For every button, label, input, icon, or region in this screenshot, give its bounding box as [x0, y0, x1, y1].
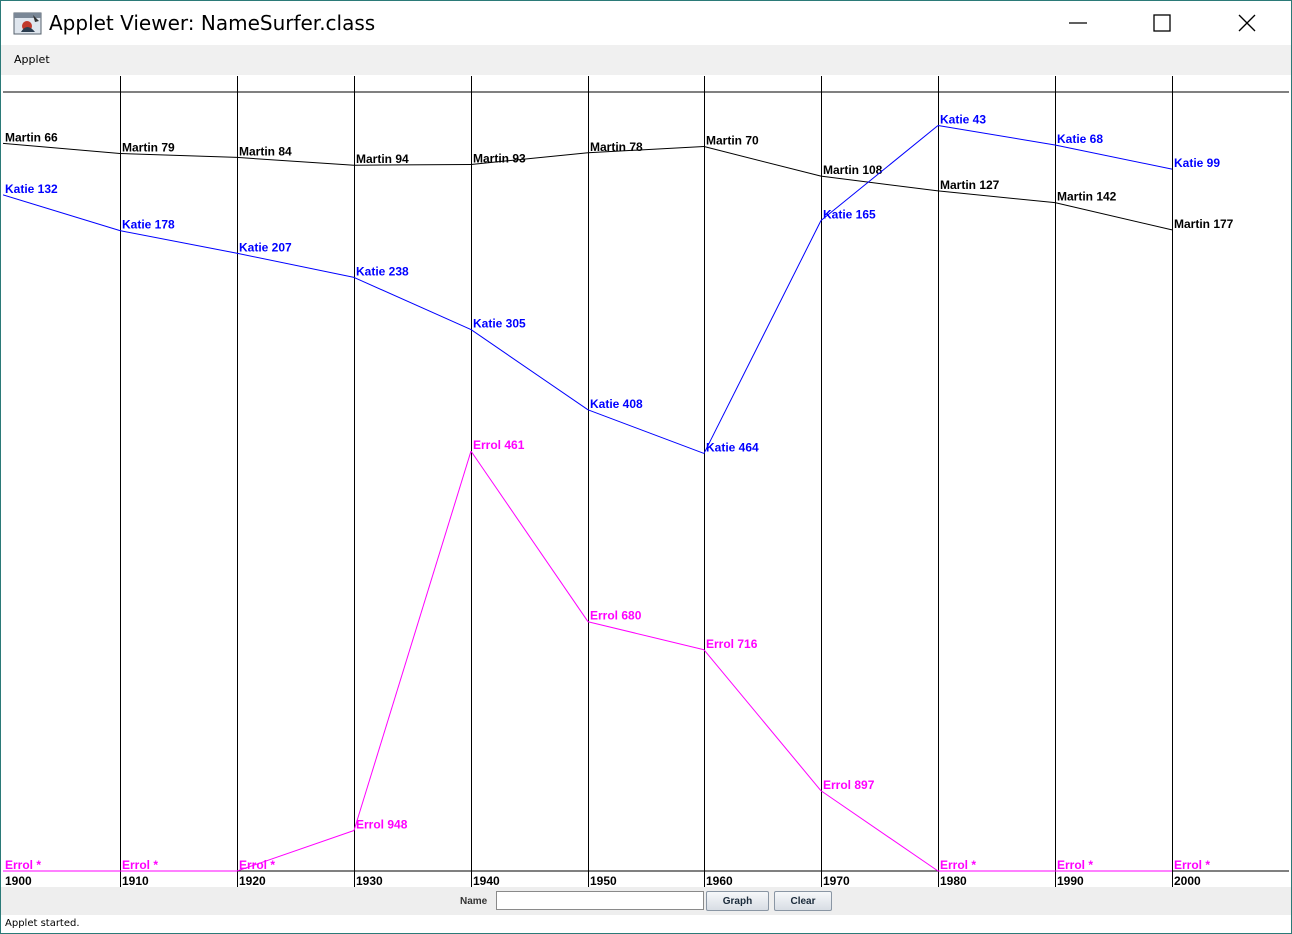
series-martin-segment — [1054, 202, 1173, 231]
series-martin-label: Martin 93 — [473, 151, 526, 165]
series-katie-segment — [119, 230, 238, 254]
decade-label: 1990 — [1057, 874, 1084, 887]
series-errol-label: Errol * — [1057, 858, 1093, 872]
status-bar: Applet started. — [1, 915, 1291, 933]
decade-label: 1900 — [5, 874, 32, 887]
maximize-button[interactable] — [1133, 1, 1191, 45]
java-applet-icon — [13, 12, 42, 35]
series-errol-label: Errol 897 — [823, 778, 875, 792]
series-katie-segment — [820, 125, 939, 221]
series-martin-segment — [587, 146, 705, 154]
window-title: Applet Viewer: NameSurfer.class — [49, 11, 376, 35]
name-graph-canvas: 1900 1910 1920 1930 1940 1950 1960 1970 1980 1990… — [3, 76, 1289, 887]
series-errol-label: Errol 948 — [356, 817, 408, 831]
series-katie-label: Katie 132 — [5, 182, 58, 196]
series-errol-segment — [587, 621, 705, 651]
series-martin-label: Martin 70 — [706, 134, 759, 148]
series-katie-label: Katie 99 — [1174, 156, 1220, 170]
series-errol-segment — [820, 790, 939, 872]
series-martin-label: Martin 142 — [1057, 190, 1117, 204]
series-martin-segment — [820, 175, 939, 192]
clear-button[interactable]: Clear — [774, 891, 832, 911]
series-errol-segment — [703, 649, 822, 792]
series-katie-segment — [470, 329, 589, 411]
series-martin-segment — [236, 156, 355, 166]
series-martin-label: Martin 84 — [239, 144, 292, 158]
series-katie-label: Katie 178 — [122, 218, 175, 232]
series-martin-segment — [937, 190, 1056, 204]
series-martin-label: Martin 127 — [940, 178, 1000, 192]
series-katie-label: Katie 207 — [239, 240, 292, 254]
series-errol-label: Errol * — [122, 858, 158, 872]
decade-label: 1980 — [940, 874, 967, 887]
series-martin-label: Martin 94 — [356, 152, 409, 166]
decade-label: 1950 — [590, 874, 617, 887]
series-katie-segment — [1054, 144, 1173, 170]
series-errol-label: Errol * — [239, 858, 275, 872]
graph-button[interactable]: Graph — [706, 891, 769, 911]
name-input[interactable] — [496, 891, 704, 910]
series-martin-label: Martin 78 — [590, 140, 643, 154]
series-martin-label: Martin 177 — [1174, 217, 1234, 231]
menu-applet[interactable]: Applet — [14, 53, 50, 66]
close-icon — [1238, 14, 1256, 32]
name-label: Name — [460, 896, 488, 907]
series-errol-segment — [470, 450, 589, 623]
series-martin-segment — [703, 146, 822, 177]
decade-label: 2000 — [1174, 874, 1201, 887]
series-katie-label: Katie 238 — [356, 264, 409, 278]
series-martin-segment — [353, 163, 472, 166]
series-errol-label: Errol 716 — [706, 637, 758, 651]
decade-label: 1940 — [473, 874, 500, 887]
series-katie-segment — [353, 276, 472, 331]
minimize-button[interactable] — [1049, 1, 1107, 45]
series-katie-segment — [703, 220, 822, 454]
series-katie-label: Katie 408 — [590, 397, 643, 411]
series-katie-label: Katie 305 — [473, 317, 526, 331]
series-katie-segment — [236, 252, 355, 278]
decade-label: 1930 — [356, 874, 383, 887]
series-martin-label: Martin 108 — [823, 163, 883, 177]
series-katie-segment — [3, 194, 121, 232]
title-bar[interactable]: Applet Viewer: NameSurfer.class — [1, 1, 1291, 45]
decade-label: 1960 — [706, 874, 733, 887]
series-errol-label: Errol 680 — [590, 609, 642, 623]
series-errol-label: Errol * — [940, 858, 976, 872]
series-errol-segment — [236, 830, 355, 872]
series-katie-label: Katie 165 — [823, 208, 876, 222]
series-katie-label: Katie 68 — [1057, 132, 1103, 146]
series-katie-segment — [937, 125, 1056, 146]
series-martin-label: Martin 79 — [122, 141, 175, 155]
decade-label: 1920 — [239, 874, 266, 887]
series-katie-label: Katie 43 — [940, 112, 986, 126]
series-martin-segment — [470, 152, 589, 165]
minimize-icon — [1069, 22, 1087, 24]
decade-label: 1910 — [122, 874, 149, 887]
decade-label: 1970 — [823, 874, 850, 887]
series-katie-segment — [587, 409, 705, 454]
menu-bar: Applet — [1, 45, 1291, 75]
series-errol-segment — [353, 450, 472, 831]
maximize-icon — [1153, 14, 1171, 32]
series-katie-label: Katie 464 — [706, 440, 759, 454]
status-text: Applet started. — [5, 918, 80, 929]
control-bar: Name Graph Clear — [1, 887, 1291, 915]
series-martin-segment — [3, 142, 121, 155]
series-errol-label: Errol * — [1174, 858, 1210, 872]
series-martin-label: Martin 66 — [5, 130, 58, 144]
close-button[interactable] — [1218, 1, 1276, 45]
series-martin-segment — [119, 153, 238, 158]
series-errol-label: Errol 461 — [473, 438, 525, 452]
series-errol-label: Errol * — [5, 858, 41, 872]
